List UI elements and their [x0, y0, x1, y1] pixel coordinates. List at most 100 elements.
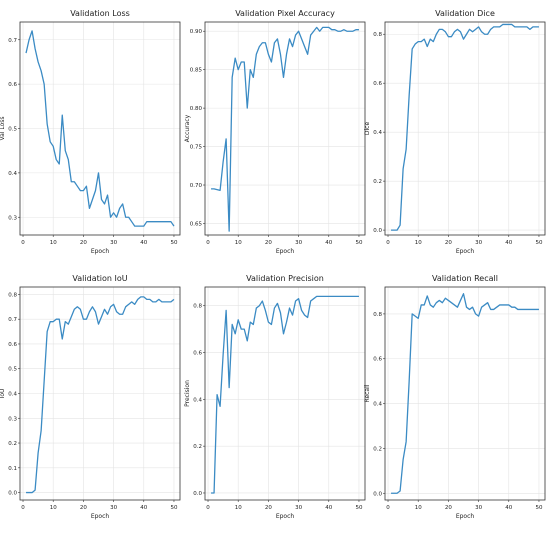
x-tick-label: 0: [21, 240, 25, 246]
series-line: [391, 23, 539, 231]
y-tick-label: 0.4: [373, 402, 382, 408]
y-axis-label: Precision: [184, 380, 191, 407]
x-tick-label: 50: [170, 505, 177, 511]
x-tick-label: 30: [475, 240, 482, 246]
x-tick-label: 50: [355, 240, 362, 246]
y-axis-label: Accuracy: [184, 114, 191, 142]
y-tick-label: 0.5: [8, 127, 17, 133]
y-tick-label: 0.4: [193, 397, 202, 403]
y-axis-label: Dice: [364, 122, 371, 136]
axes-frame: [384, 286, 546, 501]
y-tick-label: 0.6: [8, 342, 17, 348]
x-tick-label: 0: [386, 505, 390, 511]
x-tick-label: 30: [110, 505, 117, 511]
x-tick-label: 50: [535, 240, 542, 246]
x-axis-label: Epoch: [91, 513, 110, 520]
chart-panel-5: 0 10 20 30 40 50 0.0 0.2 0.4 0.6 0.8 Validation Pre…: [184, 274, 366, 520]
x-tick-label: 30: [295, 505, 302, 511]
x-tick-label: 40: [505, 505, 512, 511]
y-tick-label: 0.80: [190, 106, 203, 112]
y-tick-label: 0.65: [190, 221, 203, 227]
y-axis-label: Val Loss: [0, 116, 6, 140]
x-tick-label: 0: [386, 240, 390, 246]
y-tick-label: 0.7: [8, 317, 17, 323]
chart-panel-4: 0 10 20 30 40 50 0.0 0.1 0.2 0.3 0.4 0.5 0.6 0.7 0.8 Va…: [0, 274, 181, 520]
x-axis-label: Epoch: [276, 513, 295, 520]
y-tick-label: 0.4: [8, 171, 17, 177]
y-tick-label: 0.2: [8, 441, 17, 447]
x-tick-label: 10: [50, 240, 57, 246]
x-axis-label: Epoch: [456, 513, 475, 520]
x-tick-label: 30: [295, 240, 302, 246]
y-tick-label: 0.0: [8, 491, 17, 497]
chart-panel-1: 0 10 20 30 40 50 0.3 0.4 0.5 0.6 0.7 Validation Los…: [0, 9, 181, 255]
y-tick-label: 0.0: [373, 491, 382, 497]
axes-frame: [204, 21, 366, 236]
axes-frame: [204, 286, 366, 501]
y-tick-label: 0.5: [8, 367, 17, 373]
y-tick-label: 0.2: [373, 179, 382, 185]
x-tick-label: 20: [445, 505, 452, 511]
chart-title: Validation IoU: [72, 274, 127, 283]
y-tick-label: 0.85: [190, 68, 203, 74]
y-tick-label: 0.70: [190, 183, 203, 189]
y-tick-label: 0.3: [8, 215, 17, 221]
x-axis-label: Epoch: [456, 248, 475, 255]
y-tick-label: 0.6: [193, 351, 202, 357]
x-tick-label: 10: [50, 505, 57, 511]
y-tick-label: 0.8: [8, 292, 17, 298]
chart-title: Validation Loss: [70, 9, 130, 18]
x-tick-label: 30: [475, 505, 482, 511]
x-tick-label: 20: [445, 240, 452, 246]
series-line: [25, 30, 175, 227]
y-tick-label: 0.2: [193, 444, 202, 450]
chart-panel-3: 0 10 20 30 40 50 0.0 0.2 0.4 0.6 0.8 Validation Dic…: [364, 9, 546, 255]
y-axis-label: Recall: [364, 384, 371, 402]
x-tick-label: 40: [505, 240, 512, 246]
y-tick-label: 0.0: [193, 491, 202, 497]
x-tick-label: 10: [235, 240, 242, 246]
chart-title: Validation Recall: [432, 274, 498, 283]
y-tick-label: 0.75: [190, 145, 203, 151]
x-tick-label: 20: [80, 505, 87, 511]
x-tick-label: 50: [170, 240, 177, 246]
series-line: [211, 26, 359, 232]
x-tick-label: 10: [415, 240, 422, 246]
y-tick-label: 0.1: [8, 466, 17, 472]
x-tick-label: 10: [235, 505, 242, 511]
chart-title: Validation Precision: [246, 274, 324, 283]
chart-title: Validation Dice: [435, 9, 495, 18]
y-tick-label: 0.8: [373, 32, 382, 38]
y-tick-label: 0.4: [8, 392, 17, 398]
chart-panel-6: 0 10 20 30 40 50 0.0 0.2 0.4 0.6 0.8 Validation Rec…: [364, 274, 546, 520]
axes-frame: [384, 21, 546, 236]
series-line: [211, 295, 359, 494]
x-axis-label: Epoch: [276, 248, 295, 255]
x-tick-label: 40: [140, 240, 147, 246]
series-line: [26, 296, 175, 494]
grid: [20, 22, 180, 235]
grid: [205, 22, 365, 235]
y-tick-label: 0.3: [8, 416, 17, 422]
y-tick-label: 0.4: [373, 130, 382, 136]
grid: [205, 287, 365, 500]
y-tick-label: 0.8: [373, 312, 382, 318]
x-tick-label: 0: [206, 505, 210, 511]
chart-title: Validation Pixel Accuracy: [235, 9, 335, 18]
y-tick-label: 0.2: [373, 446, 382, 452]
x-tick-label: 40: [325, 505, 332, 511]
grid: [385, 22, 545, 235]
y-tick-label: 0.0: [373, 228, 382, 234]
series-line: [391, 293, 539, 494]
y-tick-label: 0.6: [373, 357, 382, 363]
x-axis-label: Epoch: [91, 248, 110, 255]
x-tick-label: 0: [206, 240, 210, 246]
y-tick-label: 0.6: [373, 81, 382, 87]
y-tick-label: 0.7: [8, 38, 17, 44]
y-tick-label: 0.90: [190, 29, 203, 35]
y-axis-label: IoU: [0, 389, 6, 399]
x-tick-label: 10: [415, 505, 422, 511]
x-tick-label: 20: [80, 240, 87, 246]
x-tick-label: 50: [535, 505, 542, 511]
